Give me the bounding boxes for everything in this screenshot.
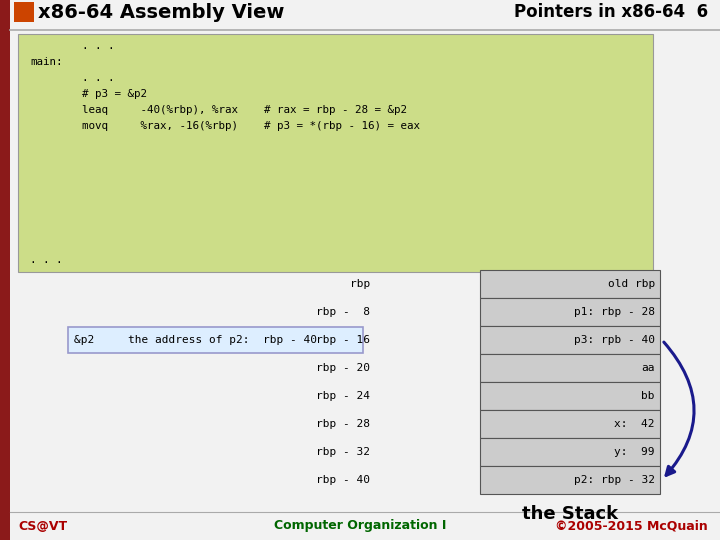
Text: x:  42: x: 42 (614, 419, 655, 429)
Text: . . .: . . . (30, 73, 114, 83)
Bar (480, 354, 660, 382)
Text: Computer Organization I: Computer Organization I (274, 519, 446, 532)
Text: &p2     the address of p2:  rbp - 40: &p2 the address of p2: rbp - 40 (74, 335, 317, 345)
Text: # p3 = &p2: # p3 = &p2 (30, 89, 147, 99)
Text: p2: rbp - 32: p2: rbp - 32 (574, 475, 655, 485)
Text: rbp - 24: rbp - 24 (316, 391, 370, 401)
Text: old rbp: old rbp (608, 279, 655, 289)
Text: leaq     -40(%rbp), %rax    # rax = rbp - 28 = &p2: leaq -40(%rbp), %rax # rax = rbp - 28 = … (30, 105, 407, 115)
Text: CS@VT: CS@VT (18, 519, 67, 532)
Bar (480, 326, 660, 354)
Text: rbp - 32: rbp - 32 (316, 447, 370, 457)
Text: the Stack: the Stack (522, 505, 618, 523)
Text: x86-64 Assembly View: x86-64 Assembly View (38, 3, 284, 22)
Text: main:: main: (30, 57, 63, 67)
Bar (480, 298, 660, 326)
FancyArrowPatch shape (664, 342, 694, 475)
Bar (480, 466, 660, 494)
Text: rbp: rbp (350, 279, 370, 289)
Text: aa: aa (642, 363, 655, 373)
Text: p1: rbp - 28: p1: rbp - 28 (574, 307, 655, 317)
Bar (18, 34, 653, 272)
Text: bb: bb (642, 391, 655, 401)
Text: movq     %rax, -16(%rbp)    # p3 = *(rbp - 16) = eax: movq %rax, -16(%rbp) # p3 = *(rbp - 16) … (30, 121, 420, 131)
Text: Pointers in x86-64  6: Pointers in x86-64 6 (514, 3, 708, 21)
Text: rbp - 16: rbp - 16 (316, 335, 370, 345)
Text: rbp - 28: rbp - 28 (316, 419, 370, 429)
Text: . . .: . . . (30, 41, 114, 51)
Bar (480, 270, 660, 298)
Bar (480, 438, 660, 466)
Text: . . .: . . . (30, 255, 63, 265)
Bar (0, 0, 10, 540)
Text: rbp -  8: rbp - 8 (316, 307, 370, 317)
Bar (14, 2, 34, 22)
Bar (480, 410, 660, 438)
Text: rbp - 20: rbp - 20 (316, 363, 370, 373)
Bar (480, 382, 660, 410)
Bar (68, 327, 363, 353)
Text: y:  99: y: 99 (614, 447, 655, 457)
Text: rbp - 40: rbp - 40 (316, 475, 370, 485)
Text: p3: rpb - 40: p3: rpb - 40 (574, 335, 655, 345)
Text: ©2005-2015 McQuain: ©2005-2015 McQuain (555, 519, 708, 532)
